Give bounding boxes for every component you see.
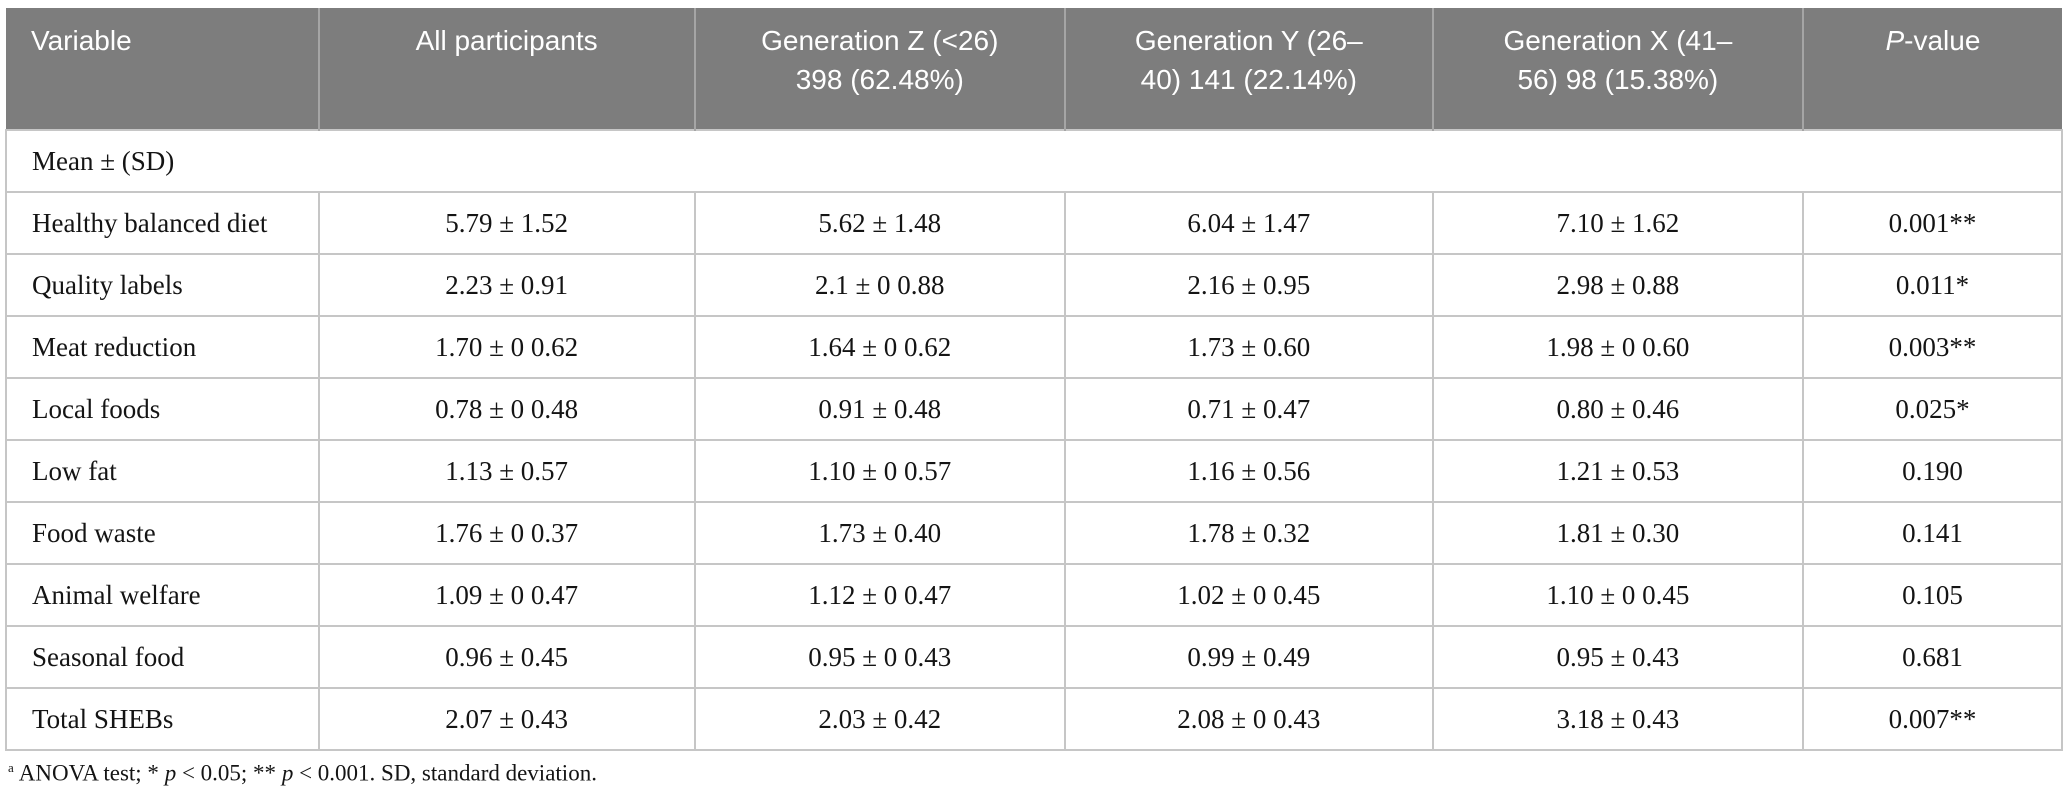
cell-gen-z: 1.64 ± 0 0.62: [693, 315, 1066, 379]
cell-gen-x: 3.18 ± 0.43: [1431, 687, 1804, 751]
header-label: -value: [1904, 25, 1981, 56]
cell-gen-y: 0.99 ± 0.49: [1063, 625, 1434, 689]
table-row: Seasonal food 0.96 ± 0.45 0.95 ± 0 0.43 …: [5, 625, 2064, 689]
cell-p-value: 0.007**: [1801, 687, 2064, 751]
cell-all: 0.96 ± 0.45: [317, 625, 696, 689]
header-label-line1: Generation X (41–: [1503, 25, 1733, 56]
footnote-text: ANOVA test; *: [18, 760, 165, 786]
table-row: Food waste 1.76 ± 0 0.37 1.73 ± 0.40 1.7…: [5, 501, 2064, 565]
table-row: Meat reduction 1.70 ± 0 0.62 1.64 ± 0 0.…: [5, 315, 2064, 379]
cell-gen-z: 0.91 ± 0.48: [693, 377, 1066, 441]
cell-p-value: 0.681: [1801, 625, 2064, 689]
header-label-line2: 40) 141 (22.14%): [1140, 64, 1357, 95]
cell-all: 1.76 ± 0 0.37: [317, 501, 696, 565]
table-footnote: a ANOVA test; * p < 0.05; ** p < 0.001. S…: [5, 760, 2063, 787]
cell-variable: Healthy balanced diet: [5, 191, 320, 255]
table-page: Variable All participants Generation Z (…: [5, 8, 2064, 787]
cell-gen-y: 1.73 ± 0.60: [1063, 315, 1434, 379]
cell-gen-y: 0.71 ± 0.47: [1063, 377, 1434, 441]
section-row: Mean ± (SD): [5, 129, 2063, 193]
cell-gen-x: 0.95 ± 0.43: [1431, 625, 1804, 689]
header-cell-p-value: P-value: [1801, 8, 2062, 130]
cell-gen-x: 1.10 ± 0 0.45: [1431, 563, 1804, 627]
cell-all: 1.13 ± 0.57: [317, 439, 696, 503]
cell-p-value: 0.190: [1801, 439, 2064, 503]
cell-all: 1.09 ± 0 0.47: [317, 563, 696, 627]
cell-p-value: 0.141: [1801, 501, 2064, 565]
cell-gen-y: 1.16 ± 0.56: [1063, 439, 1434, 503]
cell-p-value: 0.001**: [1801, 191, 2064, 255]
footnote-italic-p: p: [164, 760, 177, 786]
cell-gen-z: 1.12 ± 0 0.47: [693, 563, 1066, 627]
table-row: Low fat 1.13 ± 0.57 1.10 ± 0 0.57 1.16 ±…: [5, 439, 2064, 503]
header-label: All participants: [415, 25, 598, 56]
header-label-line2: 398 (62.48%): [795, 64, 964, 95]
cell-variable: Low fat: [5, 439, 320, 503]
header-cell-generation-z: Generation Z (<26) 398 (62.48%): [693, 8, 1065, 130]
cell-variable: Total SHEBs: [5, 687, 320, 751]
cell-gen-y: 1.78 ± 0.32: [1063, 501, 1434, 565]
cell-all: 2.07 ± 0.43: [317, 687, 696, 751]
cell-p-value: 0.105: [1801, 563, 2064, 627]
header-label-line1: Generation Y (26–: [1134, 25, 1363, 56]
header-cell-generation-x: Generation X (41– 56) 98 (15.38%): [1431, 8, 1803, 130]
cell-gen-z: 2.1 ± 0 0.88: [693, 253, 1066, 317]
cell-gen-z: 0.95 ± 0 0.43: [693, 625, 1066, 689]
cell-gen-x: 0.80 ± 0.46: [1431, 377, 1804, 441]
cell-variable: Meat reduction: [5, 315, 320, 379]
cell-gen-z: 1.10 ± 0 0.57: [693, 439, 1066, 503]
cell-all: 2.23 ± 0.91: [317, 253, 696, 317]
header-cell-generation-y: Generation Y (26– 40) 141 (22.14%): [1063, 8, 1433, 130]
header-label-line1: Generation Z (<26): [761, 25, 999, 56]
cell-p-value: 0.011*: [1801, 253, 2064, 317]
table-row: Quality labels 2.23 ± 0.91 2.1 ± 0 0.88 …: [5, 253, 2064, 317]
table-row: Total SHEBs 2.07 ± 0.43 2.03 ± 0.42 2.08…: [5, 687, 2064, 751]
section-label-mean-sd: Mean ± (SD): [5, 129, 2063, 193]
cell-gen-y: 6.04 ± 1.47: [1063, 191, 1434, 255]
cell-variable: Animal welfare: [5, 563, 320, 627]
cell-gen-y: 1.02 ± 0 0.45: [1063, 563, 1434, 627]
footnote-text: < 0.05; **: [176, 760, 282, 786]
footnote-italic-p: p: [281, 760, 294, 786]
cell-variable: Local foods: [5, 377, 320, 441]
table-body: Mean ± (SD) Healthy balanced diet 5.79 ±…: [5, 129, 2064, 751]
cell-p-value: 0.025*: [1801, 377, 2064, 441]
cell-gen-y: 2.08 ± 0 0.43: [1063, 687, 1434, 751]
cell-all: 5.79 ± 1.52: [317, 191, 696, 255]
cell-gen-x: 1.21 ± 0.53: [1431, 439, 1804, 503]
cell-variable: Quality labels: [5, 253, 320, 317]
header-label: Variable: [31, 25, 132, 56]
table-row: Local foods 0.78 ± 0 0.48 0.91 ± 0.48 0.…: [5, 377, 2064, 441]
cell-all: 0.78 ± 0 0.48: [317, 377, 696, 441]
cell-gen-z: 1.73 ± 0.40: [693, 501, 1066, 565]
cell-p-value: 0.003**: [1801, 315, 2064, 379]
header-label-italic-p: P: [1885, 25, 1905, 56]
header-cell-all-participants: All participants: [317, 8, 695, 130]
cell-gen-x: 2.98 ± 0.88: [1431, 253, 1804, 317]
cell-variable: Food waste: [5, 501, 320, 565]
cell-gen-z: 2.03 ± 0.42: [693, 687, 1066, 751]
cell-gen-x: 7.10 ± 1.62: [1431, 191, 1804, 255]
header-row: Variable All participants Generation Z (…: [6, 8, 2062, 130]
footnote-text: < 0.001. SD, standard deviation.: [293, 760, 597, 786]
header-cell-variable: Variable: [6, 8, 319, 130]
results-table: Variable All participants Generation Z (…: [5, 8, 2064, 751]
cell-gen-y: 2.16 ± 0.95: [1063, 253, 1434, 317]
header-label-line2: 56) 98 (15.38%): [1517, 64, 1719, 95]
table-row: Animal welfare 1.09 ± 0 0.47 1.12 ± 0 0.…: [5, 563, 2064, 627]
cell-gen-z: 5.62 ± 1.48: [693, 191, 1066, 255]
footnote-superscript-a: a: [8, 760, 14, 775]
table-row: Healthy balanced diet 5.79 ± 1.52 5.62 ±…: [5, 191, 2064, 255]
cell-variable: Seasonal food: [5, 625, 320, 689]
cell-gen-x: 1.81 ± 0.30: [1431, 501, 1804, 565]
cell-gen-x: 1.98 ± 0 0.60: [1431, 315, 1804, 379]
cell-all: 1.70 ± 0 0.62: [317, 315, 696, 379]
table-header: Variable All participants Generation Z (…: [6, 8, 2062, 130]
